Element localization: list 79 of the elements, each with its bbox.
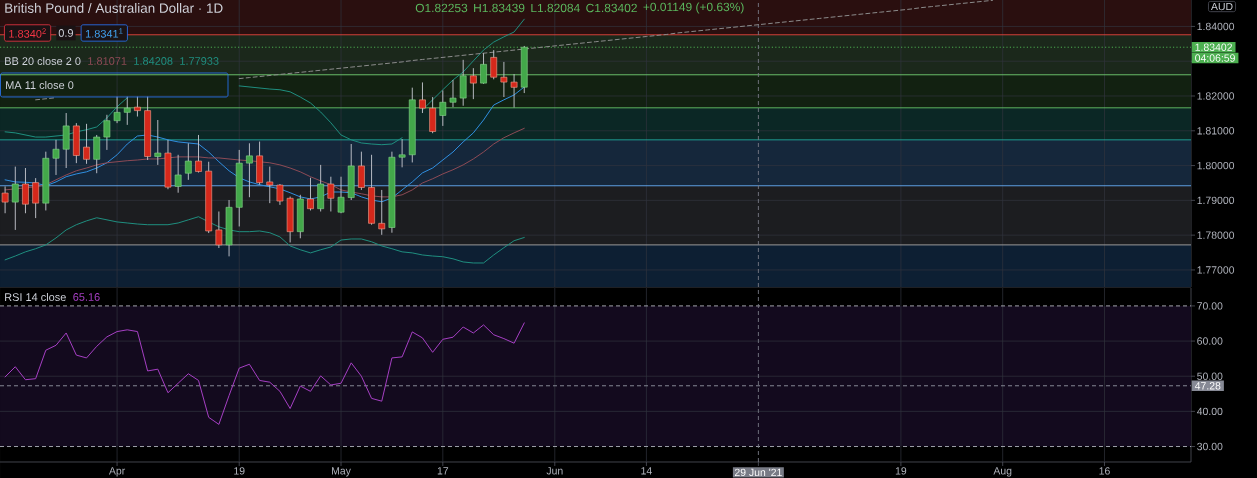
y-tick-label: 1.79000 (1197, 196, 1235, 205)
x-tick-label: 14 (641, 467, 652, 475)
annotation: RSI 14 close (5, 292, 66, 302)
candlestick (276, 183, 284, 206)
text: AUD (1210, 2, 1233, 11)
annotation: MA 11 close 0 (6, 80, 74, 90)
y-tick-label: 1.81000 (1197, 127, 1235, 135)
x-tick-label: 19 (895, 467, 907, 475)
annotation: 65.16 (73, 293, 100, 301)
candlestick (429, 96, 436, 134)
x-tick-label: 19 (234, 467, 245, 475)
candlestick (327, 176, 335, 212)
candlestick (184, 142, 192, 181)
annotation: O1.82253 (415, 3, 468, 13)
annotation: 1.8341$^{1}$ (85, 28, 123, 38)
candlestick (459, 59, 467, 107)
candlestick (470, 67, 477, 100)
candlestick (52, 139, 60, 176)
candlestick (123, 96, 131, 126)
line-series (4, 322, 525, 425)
x-tick-label: Jun (546, 467, 563, 475)
candlestick (32, 177, 39, 219)
candlestick (358, 151, 365, 191)
ref-line-label: 1.83402 (1195, 43, 1232, 51)
candlestick (439, 89, 447, 127)
y-tick-label: 30.00 (1197, 442, 1223, 451)
x-tick-label: 29 Jun '21 (734, 468, 782, 477)
annotation: 1.77933 (180, 57, 219, 65)
candlestick (266, 166, 274, 204)
candlestick (449, 79, 457, 108)
candlestick (378, 189, 386, 236)
y-tick-label: 70.00 (1197, 302, 1223, 310)
y-tick-label: 60.00 (1197, 337, 1223, 345)
y-tick-label: 1.78000 (1197, 231, 1235, 239)
candlestick (113, 96, 121, 124)
candlestick (62, 112, 70, 169)
text: 04:06:59 (1195, 54, 1235, 62)
candlestick (134, 96, 141, 117)
candlestick (154, 119, 162, 166)
candlestick (398, 138, 406, 168)
candlestick (215, 211, 223, 249)
x-tick-label: Aug (993, 467, 1012, 477)
candlestick (419, 81, 426, 114)
y-tick-label: 1.84000 (1197, 22, 1235, 31)
annotation: H1.83439 (474, 3, 525, 13)
annotation: L1.82084 (531, 3, 580, 13)
ref-line-label: 47.28 (1194, 382, 1221, 390)
x-tick-label: 17 (437, 467, 449, 475)
candlestick (1, 186, 9, 214)
x-tick-label: 16 (1099, 467, 1110, 475)
candlestick (337, 176, 345, 214)
x-tick-label: May (332, 467, 351, 477)
candlestick (500, 61, 508, 98)
y-tick-label: 50.00 (1197, 372, 1223, 380)
annotation: 1.84208 (134, 57, 173, 65)
candlestick (11, 166, 19, 231)
y-tick-label: 40.00 (1196, 407, 1223, 416)
candlestick (480, 52, 487, 85)
candlestick (307, 177, 314, 211)
y-tick-label: 1.80000 (1197, 161, 1235, 170)
annotation: C1.83402 (586, 3, 637, 13)
candlestick (103, 114, 111, 151)
annotation: 1.8340$^{2}$ (9, 28, 46, 38)
candlestick (22, 167, 29, 214)
y-tick-label: 1.82000 (1197, 92, 1235, 100)
annotation: 0.9 (58, 29, 74, 37)
chart-title: British Pound / Australian Dollar · 1D (5, 3, 223, 13)
candlestick (174, 154, 182, 194)
candlestick (83, 123, 90, 165)
x-tick-label: Apr (108, 467, 126, 477)
candlestick (510, 73, 518, 108)
candlestick (246, 142, 253, 198)
candlestick (490, 49, 498, 80)
annotation: 1.81071 (88, 57, 127, 65)
annotation: +0.01149 (+0.63%) (643, 2, 744, 14)
candlestick (93, 134, 101, 174)
y-tick-label: 1.77000 (1197, 266, 1235, 274)
candlestick (195, 134, 202, 173)
annotation: BB 20 close 2 0 (5, 56, 81, 66)
